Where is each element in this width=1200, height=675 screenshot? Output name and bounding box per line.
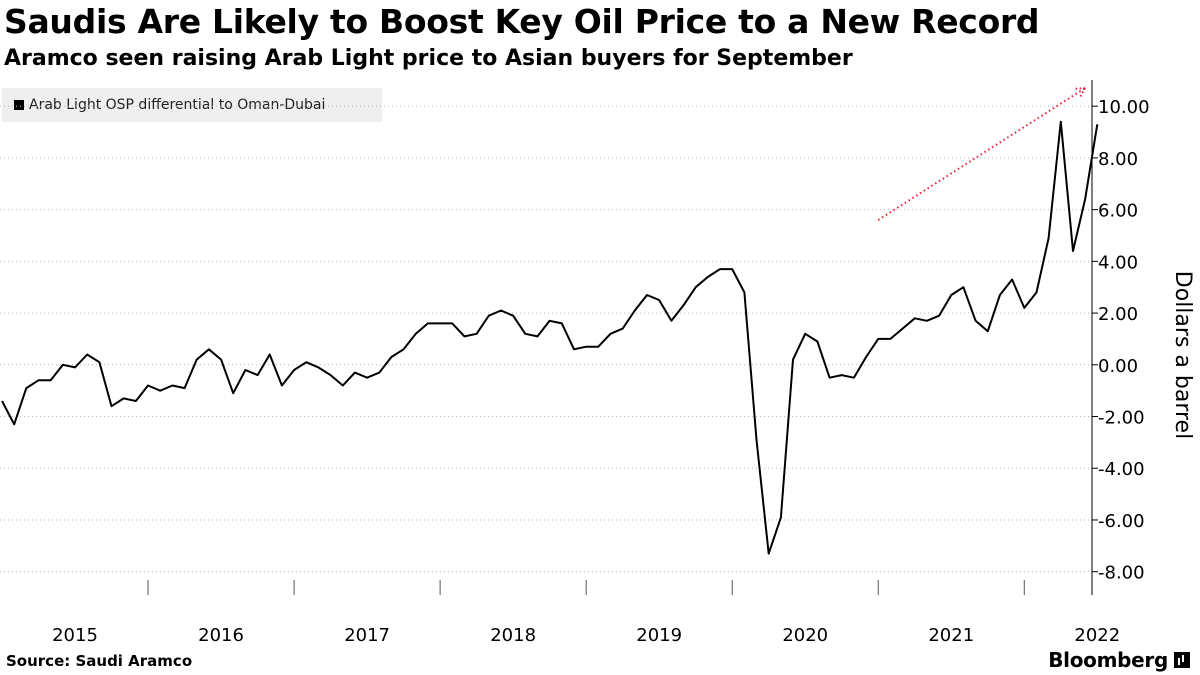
axis-labels: 10.00 8.00 6.00 4.00 2.00 0.00 -2.00 -4.00 -6.00…	[52, 97, 1195, 646]
annotation-line	[877, 87, 1086, 221]
x-tick-label: 2019	[636, 625, 682, 646]
y-tick-label: 0.00	[1098, 356, 1138, 377]
legend: Arab Light OSP differential to Oman-Duba…	[2, 88, 382, 122]
y-tick-label: -2.00	[1098, 408, 1145, 429]
chart-subtitle: Aramco seen raising Arab Light price to …	[4, 46, 853, 71]
x-tick-label: 2017	[344, 625, 390, 646]
x-tick-label: 2016	[198, 625, 244, 646]
y-axis-title: Dollars a barrel	[1170, 271, 1195, 439]
y-tick-label: -4.00	[1098, 459, 1145, 480]
legend-swatch	[14, 100, 24, 110]
axes	[147, 80, 1098, 595]
legend-label: Arab Light OSP differential to Oman-Duba…	[29, 97, 326, 113]
y-tick-label: 4.00	[1098, 252, 1138, 273]
series-line	[1, 120, 1099, 555]
y-tick-label: 6.00	[1098, 201, 1138, 222]
annotation-arrow	[877, 87, 1087, 221]
x-tick-label: 2022	[1074, 625, 1120, 646]
brand-text: Bloomberg	[1048, 648, 1168, 672]
x-tick-label: 2021	[928, 625, 974, 646]
series-layer	[1, 120, 1099, 555]
chart-title: Saudis Are Likely to Boost Key Oil Price…	[4, 2, 1040, 41]
y-tick-label: -6.00	[1098, 511, 1145, 532]
grid-lines	[0, 105, 1092, 573]
source-note: Source: Saudi Aramco	[6, 652, 193, 670]
x-tick-label: 2015	[52, 625, 98, 646]
y-tick-label: -8.00	[1098, 563, 1145, 584]
x-tick-label: 2018	[490, 625, 536, 646]
bloomberg-logo: Bloomberg	[1048, 648, 1190, 672]
y-tick-label: 2.00	[1098, 304, 1138, 325]
x-tick-label: 2020	[782, 625, 828, 646]
bar-chart-icon	[1174, 652, 1190, 668]
y-tick-label: 10.00	[1098, 97, 1150, 118]
y-tick-label: 8.00	[1098, 149, 1138, 170]
